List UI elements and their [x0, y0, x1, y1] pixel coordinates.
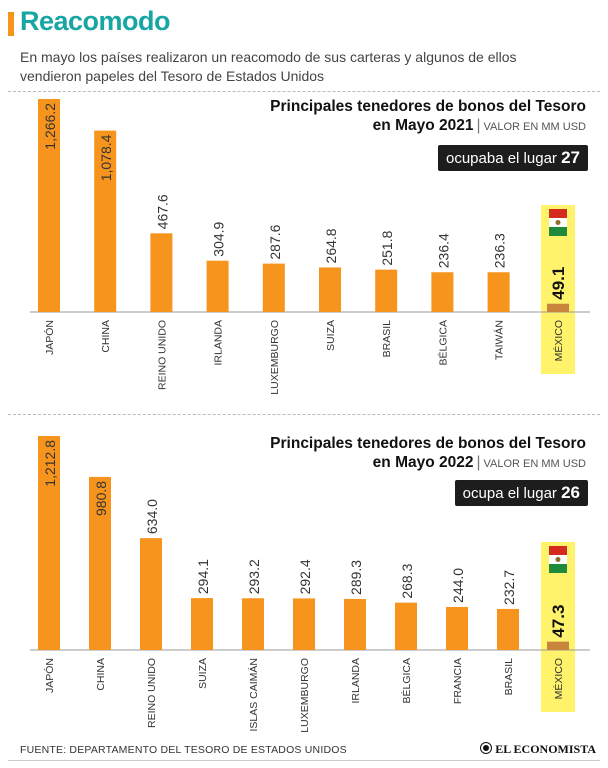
rank-2022-text: ocupa el lugar: [462, 485, 557, 502]
value-label: 467.6: [154, 194, 170, 229]
category-label: IRLANDA: [350, 658, 362, 704]
value-label: 293.2: [246, 559, 262, 594]
chart-2021-title-line2: en Mayo 2021: [372, 117, 474, 134]
category-label: BÉLGICA: [400, 658, 413, 704]
bar-suiza: [191, 598, 213, 650]
category-label: LUXEMBURGO: [299, 658, 311, 733]
rank-2021-number: 27: [561, 148, 580, 167]
category-label: REINO UNIDO: [146, 658, 158, 728]
rank-badge-2021: ocupaba el lugar 27: [437, 145, 588, 171]
bar-reino-unido: [150, 233, 173, 312]
value-label: 294.1: [195, 559, 211, 594]
category-label: MÉXICO: [552, 658, 565, 699]
value-label: 236.3: [492, 233, 508, 268]
bar-taiwán: [487, 272, 510, 312]
category-label: SUIZA: [197, 658, 209, 689]
bar-islas-caimán: [242, 598, 264, 650]
bar-japón: [38, 99, 60, 312]
divider-middle: [8, 414, 600, 415]
category-label: SUIZA: [325, 320, 337, 351]
category-label: CHINA: [95, 658, 107, 691]
bar-méxico: [547, 303, 569, 312]
category-label: CHINA: [100, 320, 112, 353]
bar-luxemburgo: [293, 598, 315, 650]
rank-badge-2022: ocupa el lugar 26: [454, 480, 588, 506]
chart-2021-title-line1: Principales tenedores de bonos del Tesor…: [270, 98, 586, 115]
bar-irlanda: [344, 598, 366, 650]
chart-2022-title-line1: Principales tenedores de bonos del Tesor…: [270, 435, 586, 452]
value-label: 47.3: [549, 605, 568, 638]
category-label: REINO UNIDO: [156, 320, 168, 390]
value-label: 236.4: [435, 233, 451, 268]
value-label: 251.8: [379, 230, 395, 265]
category-label: BRASIL: [503, 658, 515, 696]
bar-china: [89, 476, 111, 650]
footer-source: FUENTE: DEPARTAMENTO DEL TESORO DE ESTAD…: [20, 744, 347, 756]
value-label: 232.7: [501, 570, 517, 605]
intro-text: En mayo los países realizaron un reacomo…: [20, 49, 517, 84]
chart-2022-units: VALOR EN MM USD: [483, 458, 586, 470]
bar-china: [94, 130, 117, 312]
mexico-flag-icon: [549, 546, 567, 573]
title-separator: |: [476, 117, 481, 134]
chart-2022-title-line2: en Mayo 2022: [372, 454, 474, 471]
value-label: 268.3: [399, 563, 415, 598]
bar-brasil: [375, 269, 398, 312]
bar-japón: [38, 436, 60, 650]
mexico-flag-icon: [549, 209, 567, 236]
category-label: TAIWÁN: [493, 320, 506, 360]
value-label: 634.0: [144, 499, 160, 534]
bar-luxemburgo: [262, 263, 285, 312]
category-label: BRASIL: [381, 320, 393, 358]
value-label: 304.9: [211, 221, 227, 256]
value-label: 289.3: [348, 560, 364, 595]
category-label: BÉLGICA: [436, 320, 449, 366]
bar-francia: [446, 606, 468, 650]
chart-2021-title: Principales tenedores de bonos del Tesor…: [270, 97, 586, 137]
value-label: 287.6: [267, 224, 283, 259]
bar-bélgica: [431, 272, 454, 312]
value-label: 1,212.8: [42, 440, 58, 487]
category-label: LUXEMBURGO: [269, 320, 281, 395]
category-label: MÉXICO: [552, 320, 565, 361]
divider-top: [8, 91, 600, 92]
footer-brand: EL ECONOMISTA: [480, 742, 596, 757]
chart-2022-title: Principales tenedores de bonos del Tesor…: [270, 434, 586, 474]
value-label: 244.0: [450, 568, 466, 603]
category-label: IRLANDA: [213, 320, 225, 366]
bar-méxico: [547, 641, 569, 650]
value-label: 49.1: [549, 267, 568, 300]
value-label: 980.8: [93, 481, 109, 516]
bar-brasil: [497, 608, 519, 650]
bar-suiza: [319, 267, 341, 312]
value-label: 264.8: [323, 228, 339, 263]
value-label: 1,266.2: [42, 103, 58, 150]
bar-reino-unido: [140, 538, 162, 650]
headline-accent-bar: [8, 12, 14, 36]
value-label: 1,078.4: [98, 134, 114, 181]
category-label: ISLAS CAIMÁN: [247, 658, 260, 732]
category-label: JAPÓN: [43, 320, 56, 355]
category-label: FRANCIA: [452, 658, 464, 704]
bottom-rule: [8, 760, 600, 761]
bar-bélgica: [395, 602, 417, 650]
footer-brand-name: EL ECONOMISTA: [495, 742, 596, 756]
rank-2022-number: 26: [561, 483, 580, 502]
category-label: JAPÓN: [43, 658, 56, 693]
value-label: 292.4: [297, 559, 313, 594]
bar-irlanda: [206, 260, 229, 312]
title-separator: |: [476, 454, 481, 471]
rank-2021-text: ocupaba el lugar: [445, 150, 557, 167]
chart-2021-units: VALOR EN MM USD: [483, 121, 586, 133]
page-title: Reacomodo: [20, 6, 171, 36]
brand-logo-icon: [480, 742, 493, 754]
